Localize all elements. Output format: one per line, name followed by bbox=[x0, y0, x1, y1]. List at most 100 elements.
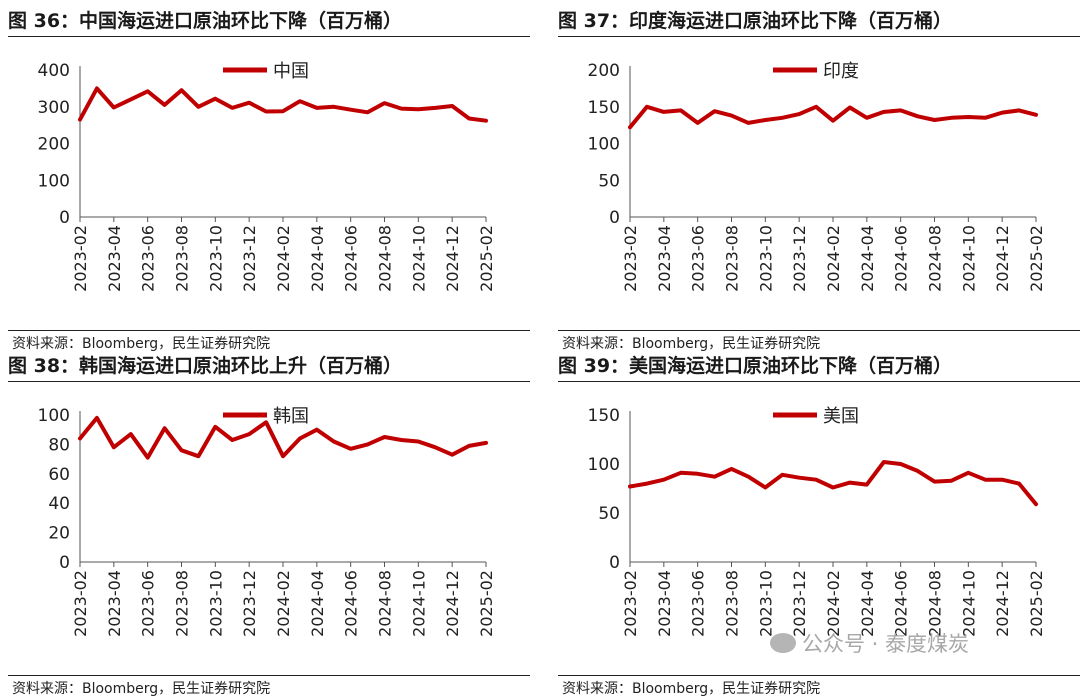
x-tick-label: 2023-12 bbox=[790, 570, 809, 637]
x-tick-label: 2024-04 bbox=[858, 225, 877, 292]
chart-title: 图 39：美国海运进口原油环比下降（百万桶） bbox=[558, 351, 1080, 382]
legend-label: 美国 bbox=[823, 406, 859, 427]
x-tick-label: 2024-08 bbox=[926, 570, 945, 637]
x-tick-label: 2024-06 bbox=[892, 225, 911, 292]
y-tick-label: 300 bbox=[38, 98, 70, 118]
source-note: 资料来源：Bloomberg，民生证券研究院 bbox=[558, 675, 1080, 676]
x-tick-label: 2024-04 bbox=[858, 570, 877, 637]
source-text: 资料来源：Bloomberg，民生证券研究院 bbox=[562, 678, 820, 698]
y-tick-label: 200 bbox=[38, 135, 70, 155]
x-tick-label: 2023-02 bbox=[71, 570, 90, 637]
x-tick-label: 2023-04 bbox=[105, 570, 124, 637]
y-tick-label: 0 bbox=[59, 553, 70, 573]
x-tick-label: 2023-04 bbox=[655, 225, 674, 292]
x-tick-label: 2024-10 bbox=[959, 225, 978, 292]
x-tick-label: 2023-06 bbox=[689, 225, 708, 292]
y-tick-label: 50 bbox=[598, 504, 620, 524]
x-tick-label: 2025-02 bbox=[477, 225, 496, 292]
y-tick-label: 100 bbox=[588, 135, 620, 155]
source-note: 资料来源：Bloomberg，民生证券研究院 bbox=[8, 330, 530, 331]
chart-panel-india: 图 37：印度海运进口原油环比下降（百万桶） 0 50 100 150 200 2023-… bbox=[558, 0, 1080, 344]
y-tick-label: 20 bbox=[48, 524, 70, 544]
x-tick-label: 2023-12 bbox=[240, 570, 259, 637]
x-tick-label: 2023-06 bbox=[139, 570, 158, 637]
x-tick-label: 2024-04 bbox=[308, 570, 327, 637]
line-chart: 0 20 40 60 80 100 2023-02 2023-04 2023-06 2023-08… bbox=[8, 385, 530, 655]
x-tick-label: 2024-12 bbox=[443, 225, 462, 292]
line-chart: 0 100 200 300 400 2023-02 2023-04 2023-06 2023-0… bbox=[8, 40, 530, 310]
x-tick-label: 2023-08 bbox=[173, 570, 192, 637]
x-tick-label: 2023-12 bbox=[790, 225, 809, 292]
x-tick-label: 2024-10 bbox=[409, 225, 428, 292]
legend-label: 印度 bbox=[823, 61, 859, 82]
x-tick-label: 2024-08 bbox=[376, 225, 395, 292]
x-tick-label: 2024-12 bbox=[443, 570, 462, 637]
x-tick-label: 2023-04 bbox=[105, 225, 124, 292]
x-tick-label: 2024-08 bbox=[926, 225, 945, 292]
y-tick-label: 0 bbox=[609, 553, 620, 573]
x-tick-label: 2023-10 bbox=[206, 570, 225, 637]
y-tick-label: 100 bbox=[38, 406, 70, 426]
watermark-text: 公众号 · 泰度煤炭 bbox=[802, 632, 969, 656]
series-line bbox=[630, 107, 1036, 128]
x-tick-label: 2024-10 bbox=[959, 570, 978, 637]
x-tick-label: 2024-12 bbox=[993, 570, 1012, 637]
x-tick-label: 2023-04 bbox=[655, 570, 674, 637]
y-tick-label: 400 bbox=[38, 61, 70, 81]
x-tick-label: 2024-02 bbox=[274, 570, 293, 637]
x-tick-label: 2024-06 bbox=[892, 570, 911, 637]
watermark: 公众号 · 泰度煤炭 bbox=[770, 628, 969, 658]
chart-title: 图 37：印度海运进口原油环比下降（百万桶） bbox=[558, 6, 1080, 37]
x-tick-label: 2025-02 bbox=[1027, 570, 1046, 637]
chart-svg: 0 100 200 300 400 2023-02 2023-04 2023-06 2023-0… bbox=[8, 40, 530, 310]
chart-panel-korea: 图 38：韩国海运进口原油环比上升（百万桶） 0 20 40 60 80 100 2023-… bbox=[8, 345, 530, 689]
x-tick-label: 2023-12 bbox=[240, 225, 259, 292]
x-tick-label: 2024-08 bbox=[376, 570, 395, 637]
x-tick-label: 2024-06 bbox=[342, 570, 361, 637]
legend-label: 韩国 bbox=[273, 406, 309, 427]
x-tick-label: 2024-04 bbox=[308, 225, 327, 292]
chart-title: 图 36：中国海运进口原油环比下降（百万桶） bbox=[8, 6, 530, 37]
x-tick-label: 2023-10 bbox=[206, 225, 225, 292]
x-tick-label: 2023-10 bbox=[756, 570, 775, 637]
legend-label: 中国 bbox=[273, 61, 309, 82]
chart-svg: 0 20 40 60 80 100 2023-02 2023-04 2023-06 2023-08… bbox=[8, 385, 530, 655]
x-tick-label: 2023-02 bbox=[621, 225, 640, 292]
y-tick-label: 40 bbox=[48, 494, 70, 514]
y-tick-label: 100 bbox=[38, 171, 70, 191]
y-tick-label: 0 bbox=[59, 208, 70, 228]
y-tick-label: 150 bbox=[588, 98, 620, 118]
x-tick-label: 2024-12 bbox=[993, 225, 1012, 292]
x-tick-label: 2023-08 bbox=[723, 570, 742, 637]
x-tick-label: 2023-08 bbox=[723, 225, 742, 292]
source-note: 资料来源：Bloomberg，民生证券研究院 bbox=[8, 675, 530, 676]
wechat-icon bbox=[770, 633, 796, 653]
x-tick-label: 2023-08 bbox=[173, 225, 192, 292]
x-tick-label: 2023-10 bbox=[756, 225, 775, 292]
x-tick-label: 2023-06 bbox=[689, 570, 708, 637]
series-line bbox=[630, 462, 1036, 504]
line-chart: 0 50 100 150 200 2023-02 2023-04 2023-06 2023-08… bbox=[558, 40, 1080, 310]
x-tick-label: 2024-02 bbox=[274, 225, 293, 292]
x-tick-label: 2024-06 bbox=[342, 225, 361, 292]
x-tick-label: 2024-02 bbox=[824, 225, 843, 292]
y-tick-label: 50 bbox=[598, 171, 620, 191]
source-text: 资料来源：Bloomberg，民生证券研究院 bbox=[12, 678, 270, 698]
y-tick-label: 200 bbox=[588, 61, 620, 81]
y-tick-label: 0 bbox=[609, 208, 620, 228]
x-tick-label: 2024-10 bbox=[409, 570, 428, 637]
y-tick-label: 80 bbox=[48, 435, 70, 455]
y-tick-label: 100 bbox=[588, 455, 620, 475]
x-tick-label: 2025-02 bbox=[477, 570, 496, 637]
x-tick-label: 2025-02 bbox=[1027, 225, 1046, 292]
source-note: 资料来源：Bloomberg，民生证券研究院 bbox=[558, 330, 1080, 331]
x-tick-label: 2023-02 bbox=[71, 225, 90, 292]
x-tick-label: 2023-02 bbox=[621, 570, 640, 637]
x-tick-label: 2023-06 bbox=[139, 225, 158, 292]
x-tick-label: 2024-02 bbox=[824, 570, 843, 637]
chart-title: 图 38：韩国海运进口原油环比上升（百万桶） bbox=[8, 351, 530, 382]
y-tick-label: 60 bbox=[48, 465, 70, 485]
